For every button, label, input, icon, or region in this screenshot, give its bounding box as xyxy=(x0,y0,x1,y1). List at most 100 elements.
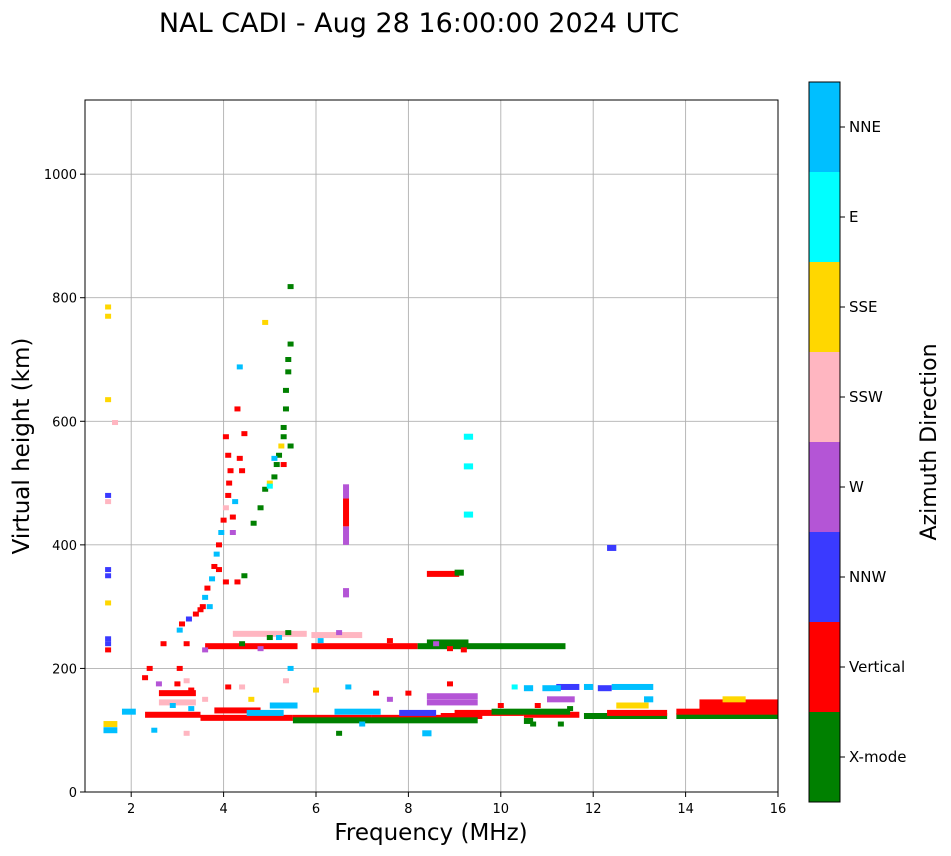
colorbar-swatch xyxy=(809,82,840,172)
echo-point xyxy=(446,646,453,652)
echo-point xyxy=(222,579,229,585)
colorbar-swatch xyxy=(809,262,840,352)
colorbar-title: Azimuth Direction xyxy=(917,343,942,540)
echo-segment xyxy=(547,696,575,703)
echo-segment xyxy=(523,711,580,718)
echo-segment xyxy=(523,717,534,724)
echo-segment xyxy=(454,569,464,576)
echo-point xyxy=(386,638,393,644)
echo-segment xyxy=(200,714,293,721)
echo-segment xyxy=(103,727,118,734)
echo-point xyxy=(280,462,287,468)
echo-point xyxy=(282,678,289,684)
y-tick-label: 200 xyxy=(52,662,77,677)
echo-point xyxy=(112,420,119,426)
echo-point xyxy=(215,542,222,548)
echo-segment xyxy=(417,643,566,650)
echo-point xyxy=(446,681,453,687)
echo-point xyxy=(236,455,243,461)
echo-segment xyxy=(644,696,654,703)
echo-point xyxy=(199,604,206,610)
echo-point xyxy=(222,505,229,511)
y-tick-label: 800 xyxy=(52,292,77,307)
echo-point xyxy=(213,551,220,557)
echo-point xyxy=(273,462,280,468)
echo-segment xyxy=(722,696,746,703)
echo-point xyxy=(174,681,181,687)
echo-point xyxy=(250,520,257,526)
echo-point xyxy=(336,730,343,736)
echo-segment xyxy=(399,709,437,716)
echo-point xyxy=(248,696,255,702)
colorbar-swatch xyxy=(809,532,840,622)
echo-point xyxy=(197,607,204,613)
echo-point xyxy=(225,452,232,458)
echo-point xyxy=(188,687,195,693)
echo-point xyxy=(220,517,227,523)
echo-point xyxy=(105,397,112,403)
echo-point xyxy=(234,579,241,585)
colorbar-frame xyxy=(808,81,841,803)
echo-segment xyxy=(607,709,668,716)
echo-point xyxy=(105,600,112,606)
echo-point xyxy=(146,665,153,671)
echo-point xyxy=(202,647,209,653)
echo-segment xyxy=(269,702,298,709)
echo-point xyxy=(567,706,574,712)
echo-point xyxy=(271,455,278,461)
echo-point xyxy=(179,621,186,627)
echo-point xyxy=(317,638,324,644)
echo-point xyxy=(511,684,518,690)
echo-segment xyxy=(611,683,654,690)
y-tick-label: 600 xyxy=(52,415,77,430)
echo-point xyxy=(285,630,292,636)
echo-point xyxy=(336,630,343,636)
echo-point xyxy=(209,576,216,582)
echo-point xyxy=(185,616,192,622)
echo-segment xyxy=(463,433,474,440)
echo-segment xyxy=(583,713,668,720)
colorbar-label: W xyxy=(849,478,864,496)
plot-frame xyxy=(84,99,779,793)
echo-segment xyxy=(422,730,432,737)
x-tick-label: 4 xyxy=(219,802,227,817)
echo-point xyxy=(105,567,112,573)
echo-point xyxy=(271,474,278,480)
azimuth-colorbar: X-mode Vertical NNW W SSW SSE E NNE xyxy=(809,82,906,802)
echo-segment xyxy=(292,717,478,724)
echo-point xyxy=(160,641,167,647)
echo-segment xyxy=(463,463,474,470)
echo-point xyxy=(534,703,541,708)
y-tick-label: 1000 xyxy=(44,168,77,183)
echo-segment xyxy=(426,699,478,706)
echo-point xyxy=(239,468,246,474)
echo-segment xyxy=(311,643,418,650)
echo-point xyxy=(285,357,292,362)
axis-ticks: 2 4 6 8 10 12 14 16 0 200 400 600 800 1000 xyxy=(44,168,786,817)
echo-point xyxy=(257,505,264,511)
echo-point xyxy=(232,499,239,505)
echo-segment xyxy=(597,685,612,692)
echo-point xyxy=(206,604,213,610)
echo-point xyxy=(183,730,190,736)
echo-segment xyxy=(158,690,196,697)
echo-segment xyxy=(121,708,136,715)
echo-segment xyxy=(440,713,483,720)
echo-point xyxy=(287,443,294,449)
echo-point xyxy=(105,647,112,653)
echo-point xyxy=(285,369,292,375)
echo-point xyxy=(282,406,289,412)
x-tick-label: 6 xyxy=(312,802,320,817)
echo-segment xyxy=(158,699,196,706)
echo-point xyxy=(234,406,241,412)
echo-point xyxy=(155,681,162,687)
echo-segment xyxy=(426,639,469,646)
echo-point xyxy=(241,573,248,579)
x-tick-label: 10 xyxy=(493,802,510,817)
echo-point xyxy=(278,443,285,449)
echo-point xyxy=(282,387,289,393)
echo-column xyxy=(343,526,350,545)
echo-point xyxy=(105,573,112,579)
echo-point xyxy=(183,641,190,647)
